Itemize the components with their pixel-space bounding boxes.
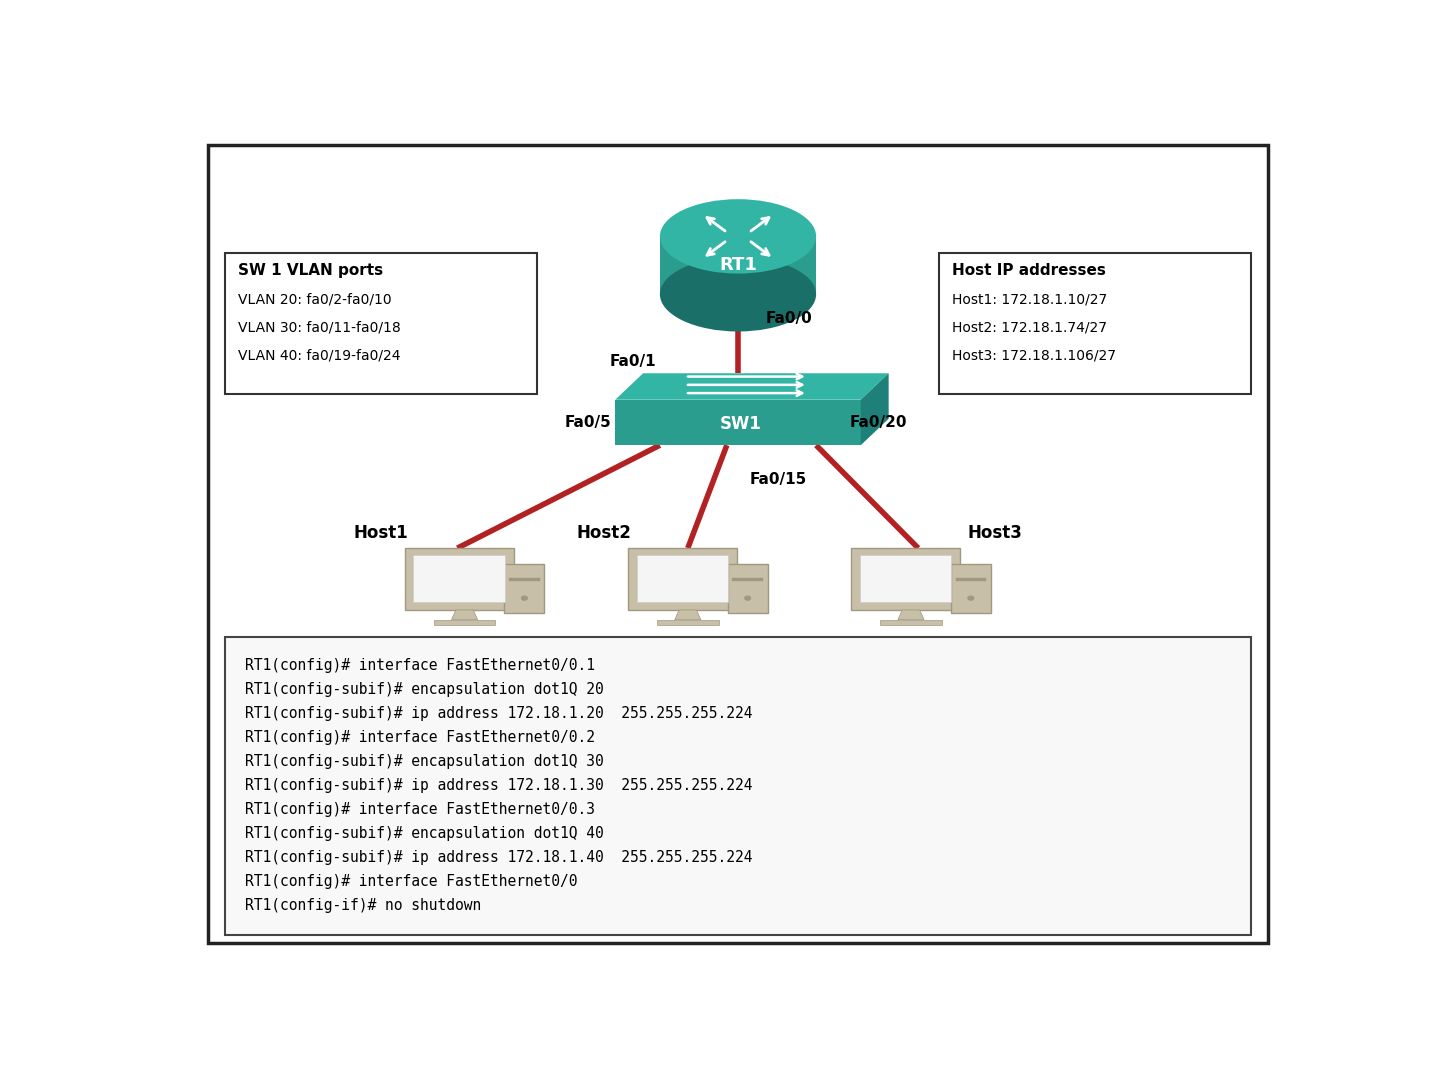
Polygon shape [861, 374, 888, 446]
Bar [504, 564, 544, 612]
Text: Host1: Host1 [353, 524, 409, 542]
Text: Host1: 172.18.1.10/27: Host1: 172.18.1.10/27 [952, 292, 1107, 306]
Text: RT1(config-subif)# encapsulation dot1Q 30: RT1(config-subif)# encapsulation dot1Q 3… [245, 754, 603, 769]
Bar [950, 564, 991, 612]
Polygon shape [899, 610, 924, 620]
Text: RT1(config)# interface FastEthernet0/0.1: RT1(config)# interface FastEthernet0/0.1 [245, 658, 595, 673]
FancyBboxPatch shape [225, 252, 537, 393]
Bar [636, 554, 729, 603]
Bar [510, 578, 540, 581]
Text: SW 1 VLAN ports: SW 1 VLAN ports [238, 263, 383, 278]
Text: RT1(config-subif)# encapsulation dot1Q 20: RT1(config-subif)# encapsulation dot1Q 2… [245, 682, 603, 697]
Text: Fa0/5: Fa0/5 [564, 415, 612, 430]
Text: Host IP addresses: Host IP addresses [952, 263, 1106, 278]
Text: Host3: Host3 [968, 524, 1022, 542]
Text: SW1: SW1 [720, 416, 762, 433]
Ellipse shape [521, 595, 528, 600]
Bar [413, 554, 505, 603]
Text: RT1(config-subif)# ip address 172.18.1.40  255.255.255.224: RT1(config-subif)# ip address 172.18.1.4… [245, 850, 752, 865]
Bar [660, 236, 816, 294]
Bar [880, 620, 942, 625]
Text: VLAN 40: fa0/19-fa0/24: VLAN 40: fa0/19-fa0/24 [238, 349, 400, 363]
Text: VLAN 20: fa0/2-fa0/10: VLAN 20: fa0/2-fa0/10 [238, 292, 392, 306]
Text: Host3: 172.18.1.106/27: Host3: 172.18.1.106/27 [952, 349, 1116, 363]
Polygon shape [452, 610, 478, 620]
Ellipse shape [744, 595, 752, 600]
Text: Fa0/15: Fa0/15 [749, 473, 806, 488]
Text: RT1(config-subif)# ip address 172.18.1.20  255.255.255.224: RT1(config-subif)# ip address 172.18.1.2… [245, 706, 752, 721]
Text: Fa0/20: Fa0/20 [850, 415, 907, 430]
Ellipse shape [660, 257, 816, 332]
Text: RT1(config-if)# no shutdown: RT1(config-if)# no shutdown [245, 898, 481, 913]
Bar [727, 564, 768, 612]
Bar [433, 620, 495, 625]
Bar [615, 400, 861, 446]
Ellipse shape [968, 595, 975, 600]
Text: Host2: 172.18.1.74/27: Host2: 172.18.1.74/27 [952, 321, 1107, 335]
Text: Host2: Host2 [576, 524, 632, 542]
Text: RT1(config-subif)# ip address 172.18.1.30  255.255.255.224: RT1(config-subif)# ip address 172.18.1.3… [245, 778, 752, 793]
FancyBboxPatch shape [939, 252, 1251, 393]
FancyBboxPatch shape [207, 145, 1269, 943]
Polygon shape [675, 610, 701, 620]
Bar [628, 548, 737, 610]
FancyBboxPatch shape [225, 638, 1251, 935]
Polygon shape [615, 374, 888, 400]
Text: Fa0/0: Fa0/0 [766, 311, 812, 326]
Text: RT1: RT1 [719, 257, 757, 274]
Text: Fa0/1: Fa0/1 [609, 354, 657, 369]
Text: RT1(config)# interface FastEthernet0/0.2: RT1(config)# interface FastEthernet0/0.2 [245, 730, 595, 745]
Text: VLAN 30: fa0/11-fa0/18: VLAN 30: fa0/11-fa0/18 [238, 321, 400, 335]
Bar [851, 548, 960, 610]
Bar [733, 578, 763, 581]
Text: RT1(config)# interface FastEthernet0/0.3: RT1(config)# interface FastEthernet0/0.3 [245, 802, 595, 817]
Text: RT1(config)# interface FastEthernet0/0: RT1(config)# interface FastEthernet0/0 [245, 874, 577, 889]
Bar [405, 548, 514, 610]
Bar [657, 620, 719, 625]
Ellipse shape [660, 199, 816, 274]
Bar [956, 578, 986, 581]
Text: RT1(config-subif)# encapsulation dot1Q 40: RT1(config-subif)# encapsulation dot1Q 4… [245, 826, 603, 841]
Bar [860, 554, 952, 603]
